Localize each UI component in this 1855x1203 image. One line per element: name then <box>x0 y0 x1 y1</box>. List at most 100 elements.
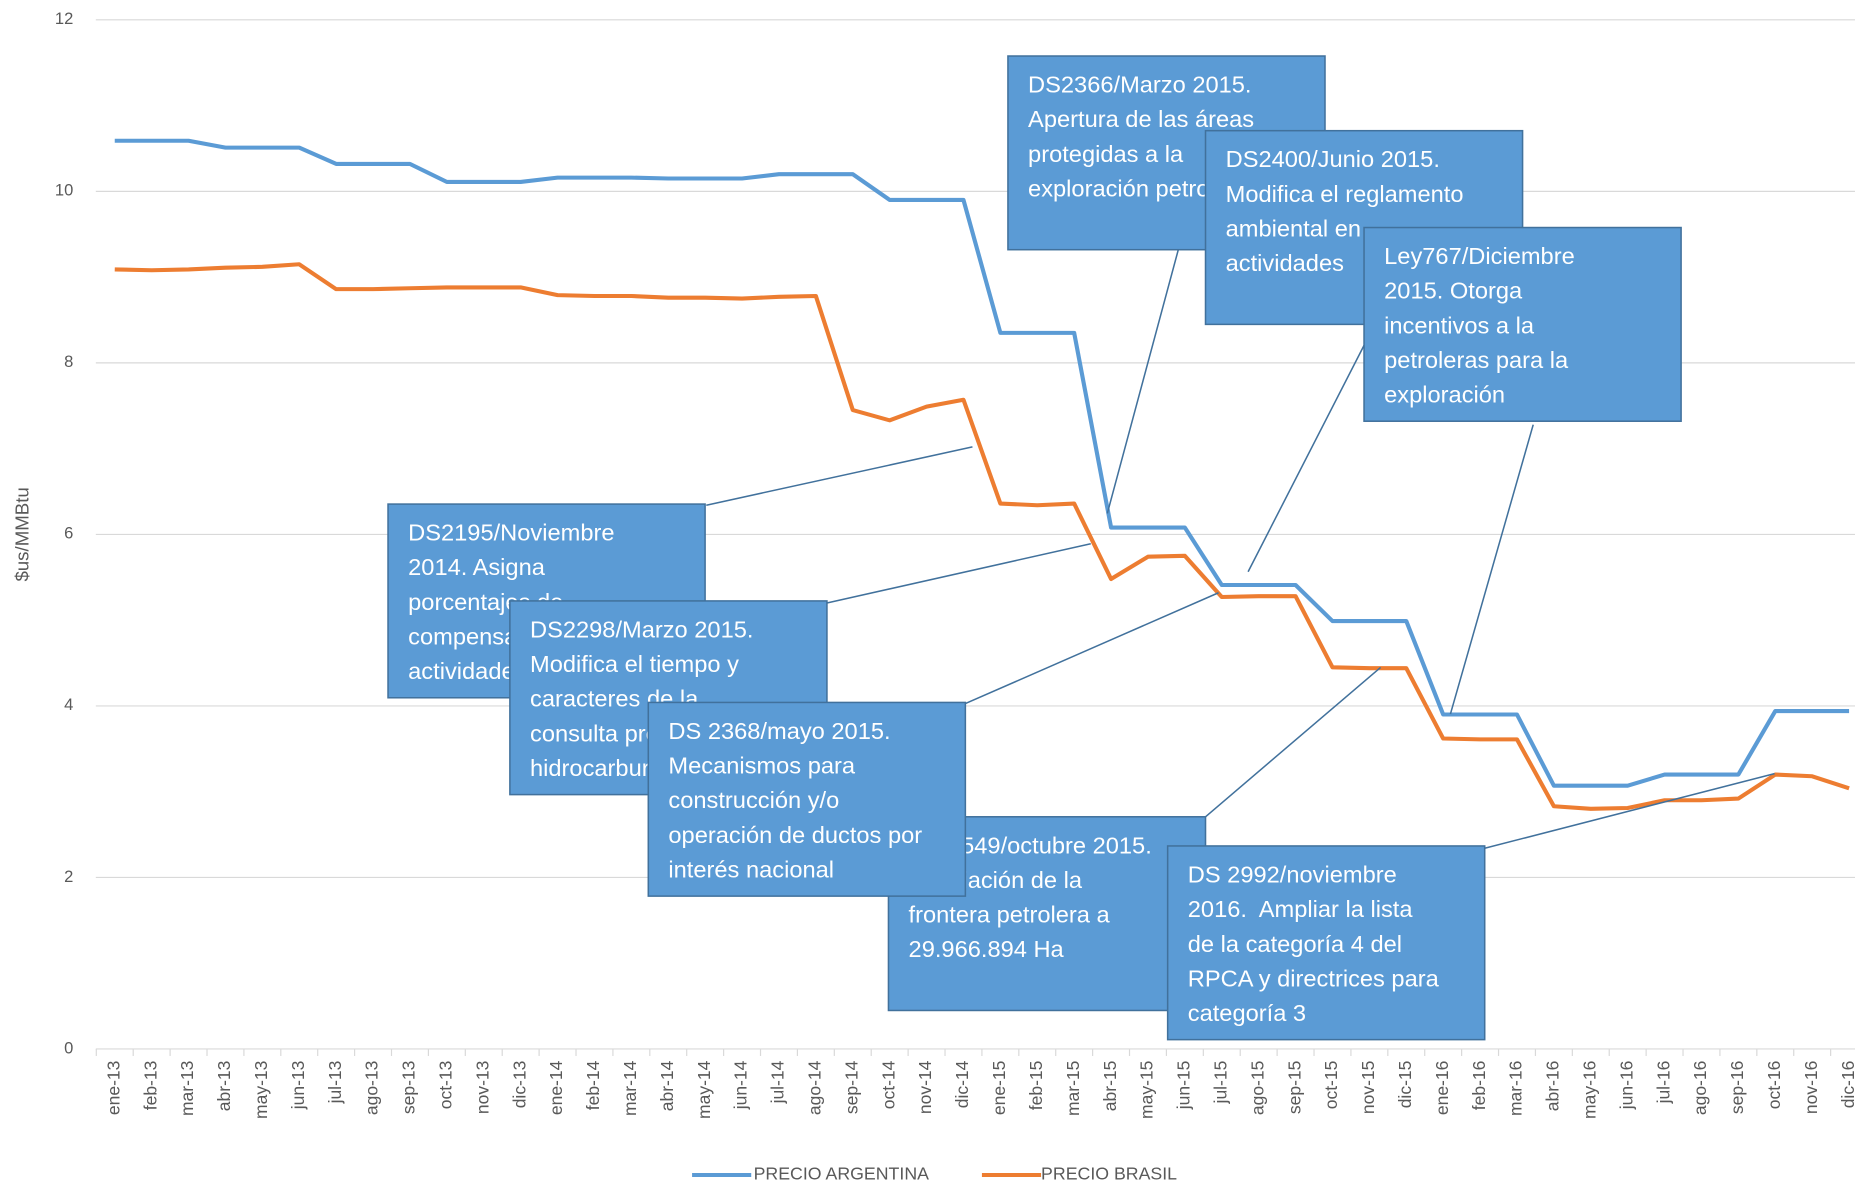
annotation-box <box>647 701 967 897</box>
x-tick-label: dic-13 <box>509 1060 529 1108</box>
x-tick-label: jul-13 <box>325 1060 345 1104</box>
annotation-text: actividades <box>1226 250 1344 276</box>
x-tick-label: may-14 <box>694 1060 714 1119</box>
x-tick-label: ene-15 <box>989 1060 1009 1115</box>
y-tick-label: 6 <box>64 525 73 543</box>
y-tick-label: 10 <box>55 182 73 200</box>
annotation-text: de la categoría 4 del <box>1188 931 1402 957</box>
annotation-text: protegidas a la <box>1028 141 1184 167</box>
annotation-text: categoría 3 <box>1188 1000 1306 1026</box>
x-tick-label: dic-14 <box>952 1060 972 1108</box>
annotation-text: petroleras para la <box>1384 347 1569 373</box>
annotation-pointer <box>1247 345 1365 573</box>
annotation-text: Modifica el reglamento <box>1226 181 1464 207</box>
annotation-text: Ley767/Diciembre <box>1384 243 1575 269</box>
x-tick-label: ago-14 <box>804 1060 824 1115</box>
x-tick-label: nov-13 <box>472 1060 492 1114</box>
annotation-pointer <box>1484 772 1775 850</box>
series-line <box>114 262 1850 811</box>
annotation: DS 2368/mayo 2015. Mecanismos para constru… <box>647 701 967 897</box>
x-tick-label: may-15 <box>1137 1060 1157 1119</box>
annotation-text: DS2298/Marzo 2015. <box>530 617 753 643</box>
annotation-text: construcción y/o <box>668 787 839 813</box>
x-tick-label: nov-15 <box>1358 1060 1378 1114</box>
x-tick-label: nov-16 <box>1801 1060 1821 1114</box>
annotation-text: DS2366/Marzo 2015. <box>1028 72 1251 98</box>
annotation-text: incentivos a la <box>1384 312 1535 338</box>
x-tick-label: oct-13 <box>435 1060 455 1109</box>
annotation-text: 2015. Otorga <box>1384 278 1523 304</box>
x-tick-label: feb-13 <box>140 1060 160 1110</box>
x-tick-label: jul-14 <box>768 1060 788 1104</box>
x-tick-label: jun-16 <box>1616 1060 1636 1110</box>
x-tick-label: ene-16 <box>1432 1060 1452 1115</box>
annotation-text: 2016. Ampliar la lista <box>1188 896 1414 922</box>
x-tick-label: oct-15 <box>1321 1060 1341 1109</box>
annotation-text: exploración <box>1384 382 1505 408</box>
x-tick-label: mar-14 <box>620 1060 640 1116</box>
annotation-pointer <box>1106 249 1180 514</box>
x-tick-label: jun-15 <box>1173 1060 1193 1110</box>
x-tick-label: mar-15 <box>1063 1060 1083 1116</box>
y-tick-label: 2 <box>64 868 73 886</box>
x-tick-label: jun-14 <box>731 1060 751 1110</box>
annotation-pointer <box>1205 666 1382 818</box>
annotation-text: DS2195/Noviembre <box>408 520 614 546</box>
x-tick-label: oct-14 <box>878 1060 898 1109</box>
y-tick-label: 0 <box>64 1039 73 1057</box>
annotation-pointer <box>965 592 1219 705</box>
x-tick-label: dic-15 <box>1395 1060 1415 1108</box>
x-tick-label: oct-16 <box>1764 1060 1784 1109</box>
series-line <box>114 138 1850 788</box>
x-tick-label: abr-13 <box>214 1060 234 1111</box>
x-tick-label: mar-16 <box>1506 1060 1526 1116</box>
x-tick-label: sep-14 <box>841 1060 861 1114</box>
annotation-text: actividades <box>408 658 526 684</box>
y-axis-label: $us/MMBtu <box>12 487 33 581</box>
annotation-text: Mecanismos para <box>668 753 856 779</box>
x-tick-label: dic-16 <box>1838 1060 1855 1108</box>
annotation-text: DS 2368/mayo 2015. <box>668 718 890 744</box>
annotation-text: Apertura de las áreas <box>1028 106 1254 132</box>
annotation-pointer <box>1449 424 1534 715</box>
x-tick-label: nov-14 <box>915 1060 935 1114</box>
x-tick-label: jul-15 <box>1210 1060 1230 1104</box>
x-tick-label: may-13 <box>251 1060 271 1119</box>
x-tick-label: may-16 <box>1579 1060 1599 1119</box>
annotation-text: RPCA y directrices para <box>1188 966 1440 992</box>
x-tick-label: feb-15 <box>1026 1060 1046 1110</box>
x-tick-label: ago-16 <box>1690 1060 1710 1115</box>
annotation-pointer <box>706 446 973 506</box>
annotation-text: 2014. Asigna <box>408 554 546 580</box>
x-tick-label: ene-14 <box>546 1060 566 1115</box>
x-tick-label: jul-16 <box>1653 1060 1673 1104</box>
x-tick-label: abr-16 <box>1542 1060 1562 1111</box>
annotation-text: interés nacional <box>668 857 834 883</box>
x-tick-label: sep-13 <box>399 1060 419 1114</box>
x-tick-label: feb-14 <box>583 1060 603 1110</box>
x-tick-label: feb-16 <box>1469 1060 1489 1110</box>
x-tick-label: jun-13 <box>288 1060 308 1110</box>
annotation-text: DS 2992/noviembre <box>1188 862 1397 888</box>
annotation-text: operación de ductos por <box>668 822 922 848</box>
x-tick-label: ago-15 <box>1247 1060 1267 1115</box>
annotation-text: ambiental en <box>1226 216 1361 242</box>
annotation-box <box>1363 226 1682 422</box>
annotation-text: 29.966.894 Ha <box>909 936 1065 962</box>
annotation-box <box>1166 845 1486 1041</box>
x-tick-label: abr-15 <box>1100 1060 1120 1111</box>
x-tick-label: ene-13 <box>103 1060 123 1115</box>
annotation: Ley767/Diciembre 2015. Otorga incentivos a… <box>1363 226 1682 422</box>
annotation-pointer <box>825 543 1091 604</box>
annotation-text: Modifica el tiempo y <box>530 651 739 677</box>
y-tick-label: 12 <box>55 10 73 28</box>
y-tick-label: 4 <box>64 696 73 714</box>
legend-label: PRECIO ARGENTINA <box>754 1164 930 1184</box>
x-tick-label: sep-16 <box>1727 1060 1747 1114</box>
x-tick-label: mar-13 <box>177 1060 197 1116</box>
x-tick-label: abr-14 <box>657 1060 677 1111</box>
y-tick-label: 8 <box>64 353 73 371</box>
annotation-text: frontera petrolera a <box>909 902 1111 928</box>
